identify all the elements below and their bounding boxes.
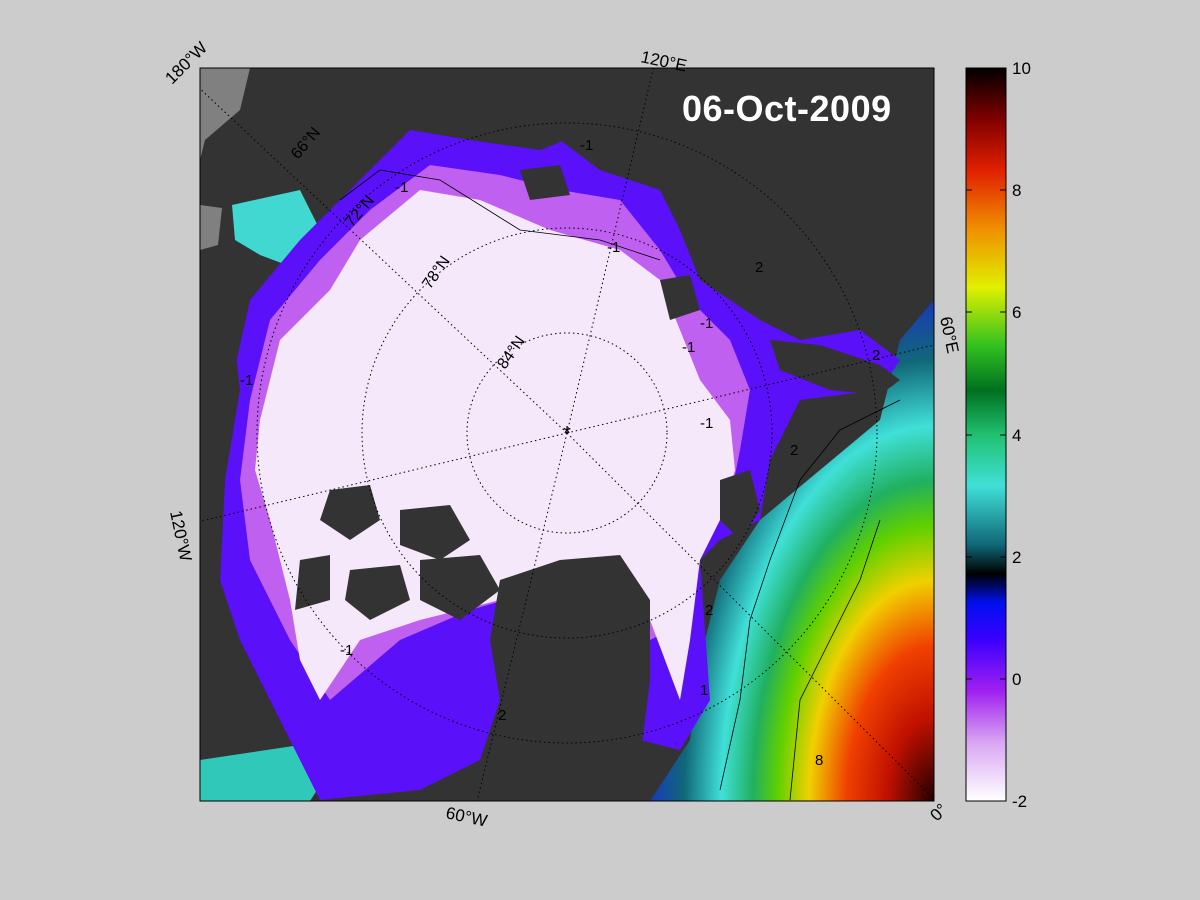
contour-label: -1: [580, 137, 593, 154]
colorbar-tick-label: 6: [1012, 303, 1022, 322]
greenland-landmass: [490, 555, 650, 801]
longitude-label-60w: 60°W: [444, 803, 489, 830]
colorbar-tick-label: 2: [1012, 548, 1022, 567]
contour-label: -1: [682, 339, 695, 356]
longitude-label-0: 0°: [926, 800, 951, 825]
contour-lines: [339, 169, 901, 801]
colorbar-tick-label: 10: [1012, 59, 1031, 78]
missing-data-region-2: [200, 205, 222, 250]
archipelago-island-4: [345, 565, 410, 620]
contour-label: 2: [872, 347, 880, 364]
map-border: [199, 67, 935, 802]
contour-label: 2: [498, 707, 506, 724]
colorbar-tick-label: 0: [1012, 670, 1022, 689]
longitude-label-120w: 120°W: [166, 509, 195, 563]
svalbard-landmass: [720, 470, 760, 540]
archipelago-island-2: [400, 505, 470, 560]
missing-data-region: [200, 68, 250, 160]
contour-label: -1: [340, 642, 353, 659]
colorbar: [965, 67, 1007, 802]
contour-label: -1: [240, 372, 253, 389]
severnaya-zemlya: [660, 275, 700, 320]
colorbar-tick-label: -2: [1012, 792, 1028, 811]
alaska-coast: [200, 300, 240, 600]
atlantic-warm-water: [650, 300, 934, 801]
contour-label: -1: [395, 179, 408, 196]
graticule: [200, 68, 934, 801]
archipelago-island: [320, 485, 380, 540]
contour-label: -1: [700, 415, 713, 432]
contour-label: -1: [700, 315, 713, 332]
north-pole-marker: *: [563, 423, 571, 445]
siberia-landmass: [410, 68, 934, 290]
colorbar-gradient: [965, 67, 1007, 802]
contour-label: 2: [755, 259, 763, 276]
longitude-label-60e: 60°E: [936, 315, 962, 355]
hudson-water: [200, 745, 330, 801]
novaya-zemlya: [770, 340, 900, 395]
contour-label: 1: [700, 682, 708, 699]
colorbar-tick-label: 8: [1012, 181, 1022, 200]
contour-label: 8: [815, 752, 823, 769]
contour-label: 2: [790, 442, 798, 459]
archipelago-island-3: [420, 555, 500, 620]
contour-label: 2: [705, 602, 713, 619]
map-panel: * 66°N 72°N 78°N 84°N -1 -1 -1 -1 -1 -1 …: [200, 68, 934, 801]
new-siberian-islands: [520, 165, 570, 200]
contour-label: -1: [607, 239, 620, 256]
date-title: 06-Oct-2009: [682, 88, 892, 129]
colorbar-tick-label: 4: [1012, 426, 1022, 445]
